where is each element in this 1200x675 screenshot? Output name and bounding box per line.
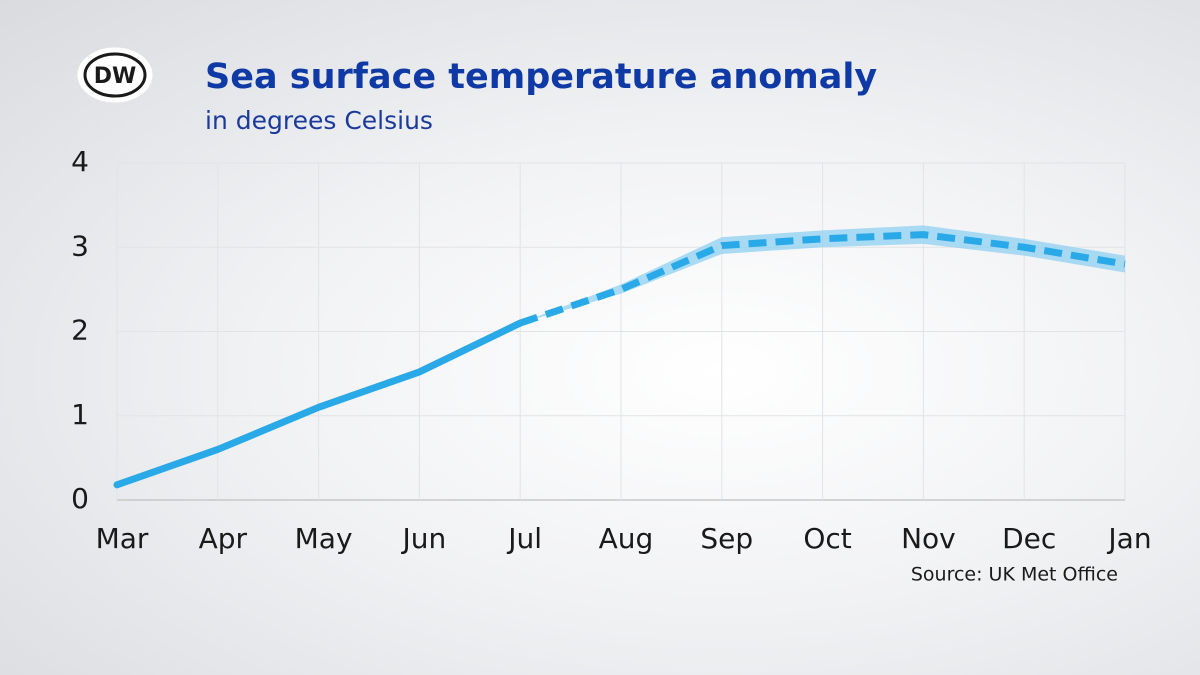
source: Source: UK Met Office xyxy=(911,564,1118,586)
chart-title: Sea surface temperature anomaly xyxy=(205,57,877,97)
x-tick-label: Oct xyxy=(803,522,851,555)
observed-line xyxy=(113,319,524,489)
uncertainty-band xyxy=(520,225,1125,324)
y-tick-label: 0 xyxy=(71,482,89,515)
x-tick-label: May xyxy=(295,522,353,555)
x-tick-label: Apr xyxy=(199,522,248,555)
x-tick-label: Sep xyxy=(700,522,753,555)
chart-subtitle: in degrees Celsius xyxy=(205,106,433,135)
x-tick-label: Mar xyxy=(96,522,149,555)
x-tick-label: Jul xyxy=(506,522,542,555)
x-tick-label: Jan xyxy=(1106,522,1151,555)
y-tick-label: 3 xyxy=(71,229,89,262)
logo-bg xyxy=(77,47,153,103)
y-tick-label: 1 xyxy=(71,398,89,431)
y-tick-label: 2 xyxy=(71,314,89,347)
x-tick-label: Aug xyxy=(599,522,654,555)
y-tick-label: 4 xyxy=(71,145,89,178)
logo: DW xyxy=(94,64,137,89)
forecast-line xyxy=(519,231,1126,327)
logo-ring xyxy=(83,52,147,98)
x-tick-label: Dec xyxy=(1002,522,1056,555)
x-tick-label: Nov xyxy=(901,522,956,555)
x-tick-label: Jun xyxy=(401,522,447,555)
